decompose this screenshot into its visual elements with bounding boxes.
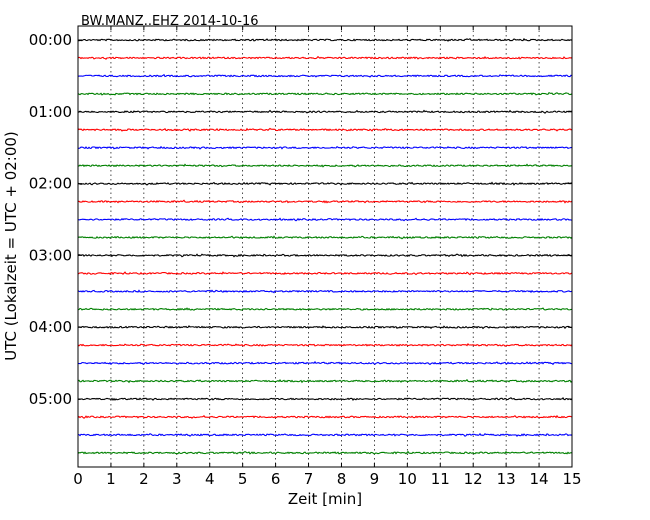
trace-0130 xyxy=(77,145,573,150)
trace-0415 xyxy=(77,343,573,347)
x-tick-label: 11 xyxy=(431,470,450,488)
trace-0145 xyxy=(77,163,573,168)
x-tick-label: 8 xyxy=(337,470,347,488)
trace-0400 xyxy=(77,325,573,330)
trace-0015 xyxy=(77,55,573,60)
trace-0215 xyxy=(77,199,573,204)
x-tick-label: 5 xyxy=(238,470,248,488)
trace-0430 xyxy=(77,360,573,366)
trace-0445 xyxy=(77,378,573,384)
trace-0345 xyxy=(77,307,573,311)
trace-0330 xyxy=(77,289,573,294)
x-tick-label: 12 xyxy=(464,470,483,488)
x-tick-label: 1 xyxy=(106,470,116,488)
y-tick-label: 01:00 xyxy=(29,103,72,121)
y-tick-label: 05:00 xyxy=(29,390,72,408)
y-tick-label: 02:00 xyxy=(29,175,72,193)
y-tick-label: 03:00 xyxy=(29,246,72,264)
y-tick-label: 00:00 xyxy=(29,31,72,49)
trace-0030 xyxy=(77,73,573,78)
x-tick-label: 15 xyxy=(562,470,581,488)
trace-0300 xyxy=(77,253,573,258)
x-tick-label: 10 xyxy=(398,470,417,488)
trace-0530 xyxy=(77,432,573,437)
x-tick-label: 6 xyxy=(271,470,281,488)
trace-0545 xyxy=(77,450,573,455)
chart-title: BW.MANZ..EHZ 2014-10-16 xyxy=(81,14,259,29)
x-tick-label: 7 xyxy=(304,470,314,488)
trace-0500 xyxy=(77,396,573,402)
tick-marks xyxy=(77,26,573,467)
trace-0315 xyxy=(77,271,573,276)
trace-0200 xyxy=(77,181,573,186)
trace-0515 xyxy=(77,414,573,419)
trace-group xyxy=(77,37,573,455)
x-tick-label: 3 xyxy=(172,470,182,488)
x-tick-label: 4 xyxy=(205,470,215,488)
x-tick-labels: 0 1 2 3 4 5 6 7 8 9 10 11 12 13 14 15 xyxy=(73,470,581,488)
y-tick-label: 04:00 xyxy=(29,318,72,336)
trace-0000 xyxy=(77,37,573,42)
plot-frame xyxy=(77,25,573,468)
trace-0045 xyxy=(77,92,573,96)
x-tick-label: 13 xyxy=(497,470,516,488)
y-axis-label: UTC (Lokalzeit = UTC + 02:00) xyxy=(2,131,20,361)
trace-0245 xyxy=(77,235,573,240)
y-tick-labels: 00:00 01:00 02:00 03:00 04:00 05:00 xyxy=(29,31,72,408)
trace-0115 xyxy=(77,127,573,132)
x-tick-label: 2 xyxy=(139,470,149,488)
grid-lines xyxy=(110,26,540,467)
x-axis-label: Zeit [min] xyxy=(288,490,362,508)
x-tick-label: 0 xyxy=(73,470,83,488)
x-tick-label: 14 xyxy=(530,470,549,488)
trace-0100 xyxy=(77,109,573,114)
x-tick-label: 9 xyxy=(370,470,380,488)
trace-0230 xyxy=(77,217,573,222)
